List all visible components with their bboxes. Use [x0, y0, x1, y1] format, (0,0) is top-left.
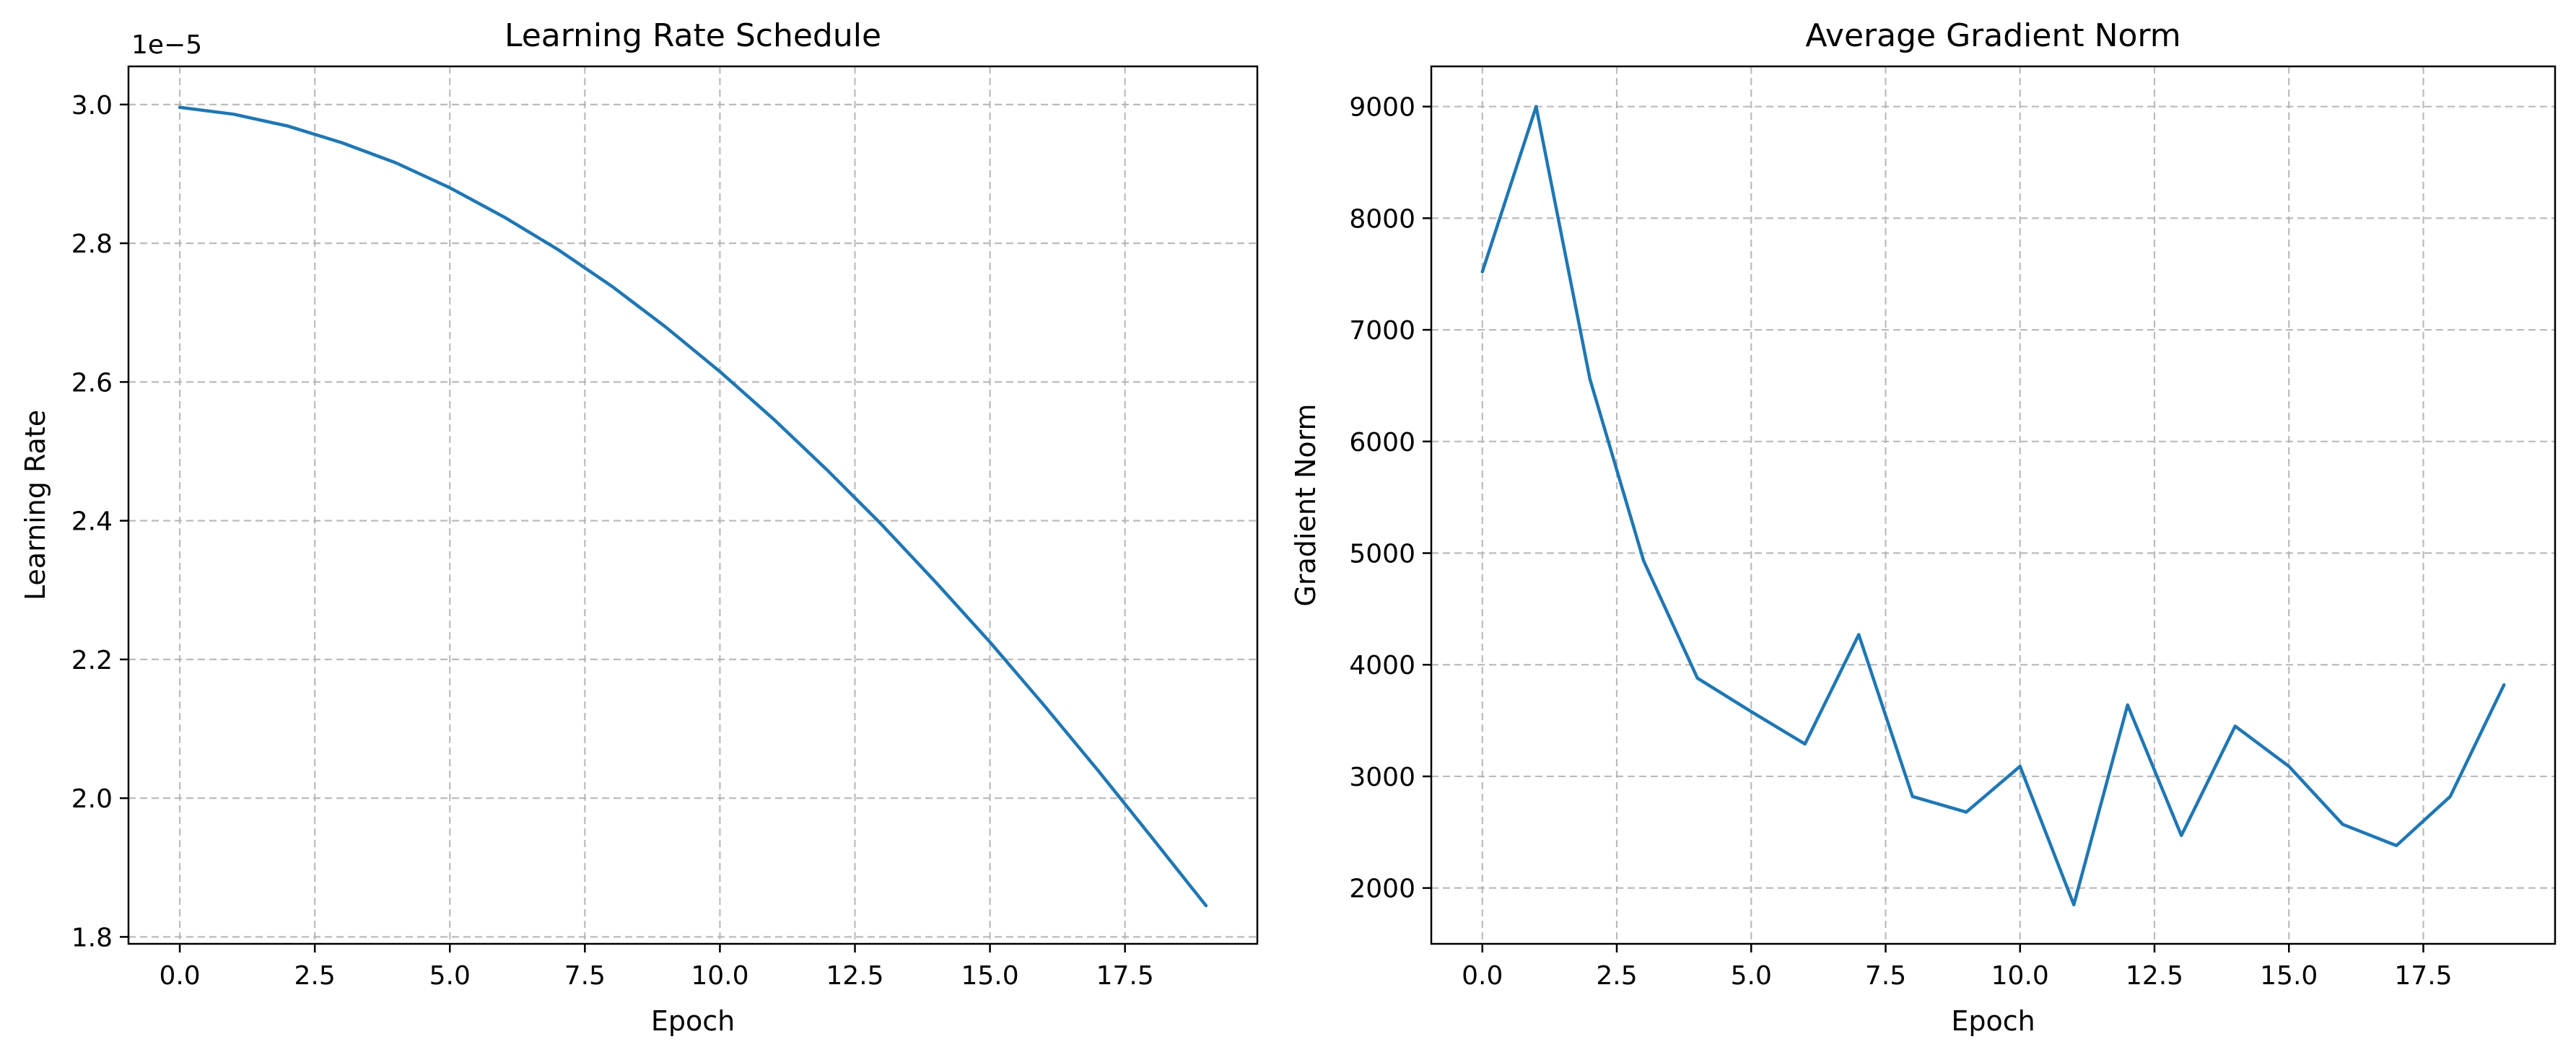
gn-x-tick-label: 7.5 [1865, 961, 1906, 991]
lr-x-axis-label: Epoch [651, 1005, 735, 1037]
gn-x-tick-label: 17.5 [2394, 961, 2452, 991]
lr-x-tick-label: 12.5 [826, 961, 883, 991]
lr-x-tick-label: 15.0 [961, 961, 1019, 991]
lr-x-tick-label: 17.5 [1096, 961, 1154, 991]
gn-y-tick-label: 7000 [1349, 316, 1415, 346]
lr-x-tick-label: 7.5 [564, 961, 606, 991]
lr-axes-frame [127, 65, 1259, 945]
gn-x-tick-label: 15.0 [2260, 961, 2318, 991]
gn-y-tick-label: 3000 [1349, 763, 1415, 792]
lr-y-tick-label: 3.0 [71, 91, 113, 121]
lr-y-tick-label: 2.2 [71, 646, 113, 675]
lr-y-tick-label: 2.6 [71, 368, 113, 398]
gn-x-tick-label: 2.5 [1596, 961, 1637, 991]
gn-x-tick-label: 12.5 [2126, 961, 2183, 991]
lr-y-axis-label: Learning Rate [19, 410, 51, 600]
gn-series-line [1480, 105, 2506, 907]
gn-y-axis-label: Gradient Norm [1290, 403, 1322, 606]
lr-y-tick-label: 1.8 [71, 923, 113, 952]
gn-chart-title: Average Gradient Norm [1805, 17, 2180, 54]
learning-rate-chart: 0.0 2.5 5.0 7.5 10.0 12.5 15.0 17.5 1.8 2.0 2.2 2.4… [19, 17, 1259, 1037]
gn-y-tick-label: 6000 [1349, 428, 1415, 457]
lr-x-tick-label: 10.0 [691, 961, 748, 991]
gn-y-tick-label: 9000 [1349, 93, 1415, 123]
gn-y-tick-label: 8000 [1349, 204, 1415, 234]
lr-series-line [178, 105, 1208, 908]
gn-y-tick-label: 4000 [1349, 651, 1415, 680]
gn-y-tick-label: 5000 [1349, 540, 1415, 569]
gradient-norm-chart: 0.0 2.5 5.0 7.5 10.0 12.5 15.0 17.5 2000 3000 4000… [1290, 17, 2557, 1037]
lr-x-tick-label: 0.0 [159, 961, 200, 991]
lr-chart-title: Learning Rate Schedule [505, 17, 881, 54]
lr-y-tick-label: 2.4 [71, 507, 113, 537]
lr-y-tick-label: 2.0 [71, 784, 113, 814]
lr-offset-label: 1e−5 [131, 30, 202, 60]
gn-x-tick-label: 5.0 [1731, 961, 1772, 991]
lr-y-tick-label: 2.8 [71, 229, 113, 259]
gn-x-tick-label: 0.0 [1462, 961, 1503, 991]
gn-x-tick-label: 10.0 [1991, 961, 2049, 991]
gn-axes-frame [1430, 65, 2557, 945]
gn-y-tick-label: 2000 [1349, 875, 1415, 904]
lr-x-tick-label: 5.0 [429, 961, 471, 991]
gn-x-axis-label: Epoch [1951, 1005, 2035, 1037]
lr-x-tick-label: 2.5 [294, 961, 336, 991]
